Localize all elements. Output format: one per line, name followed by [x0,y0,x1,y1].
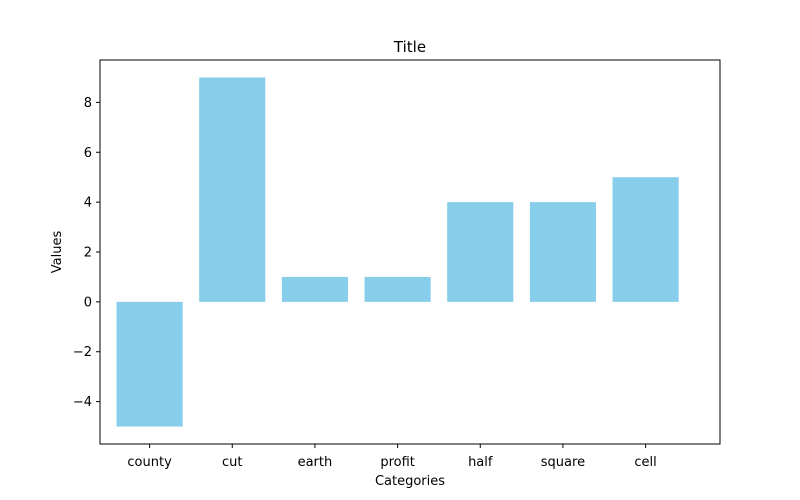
bars-group [116,77,679,427]
x-tick-label: cut [222,455,242,470]
x-tick-label: square [541,455,585,470]
x-tick-label: county [127,455,172,470]
x-axis-label: Categories [375,474,445,489]
y-tick-label: 4 [84,196,92,211]
y-tick-label: 8 [84,96,92,111]
bar-half [447,202,514,302]
x-tick-label: earth [298,455,333,470]
x-tick-label: profit [380,455,415,470]
bar-cell [612,177,679,302]
y-tick-label: 2 [84,246,92,261]
y-tick-label: 6 [84,146,92,161]
bar-county [116,301,183,427]
x-tick-label: half [468,455,493,470]
bar-square [529,202,596,302]
x-tick-label: cell [634,455,656,470]
y-axis-ticks: −4 −2 0 2 4 6 8 [73,96,100,410]
y-tick-label: −2 [73,345,92,360]
x-axis-ticks: county cut earth profit half square cell [127,444,657,470]
chart-title: Title [393,38,426,56]
y-tick-label: 0 [84,295,92,310]
bar-profit [364,276,431,302]
y-axis-label: Values [50,231,65,274]
bar-cut [199,77,266,302]
y-tick-label: −4 [73,395,92,410]
bar-earth [281,276,348,302]
